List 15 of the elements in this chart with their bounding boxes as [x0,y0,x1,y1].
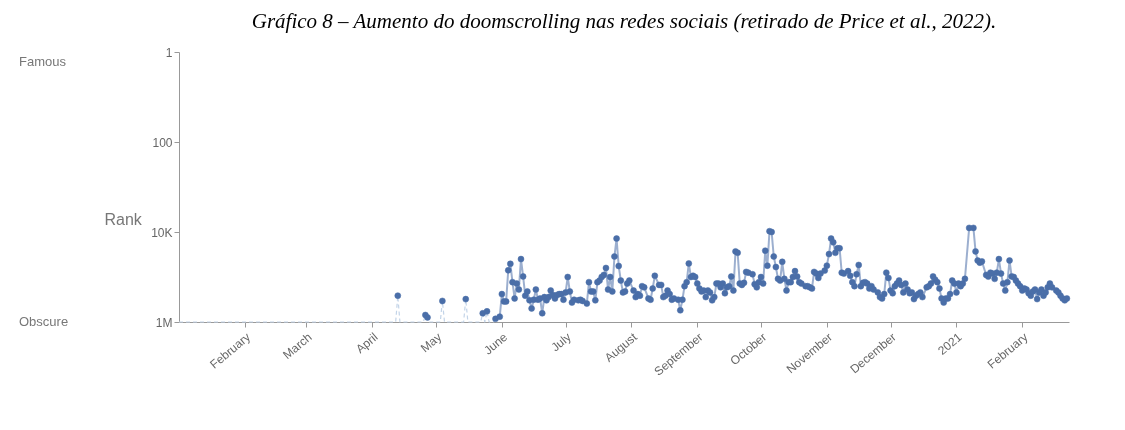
y-tick-label: 1M [155,315,173,330]
x-tick-label: July [548,329,574,355]
y-tick-label: 100 [152,135,173,150]
y-tick-label: 10K [151,225,173,240]
y-tick-label: 1 [165,45,173,60]
point [439,297,446,305]
point [483,308,491,315]
chart-title: Gráfico 8 – Aumento do doomscrolling nas redes sociais (retirado de Price et al., 2022). [251,9,997,33]
text: Famous [19,54,67,69]
x-tick-label: June [481,329,511,358]
point [394,292,402,299]
x-tick-label: May [417,329,445,356]
text: Obscure [19,314,69,329]
y-axis-title: Rank [104,210,143,228]
point [462,295,469,303]
